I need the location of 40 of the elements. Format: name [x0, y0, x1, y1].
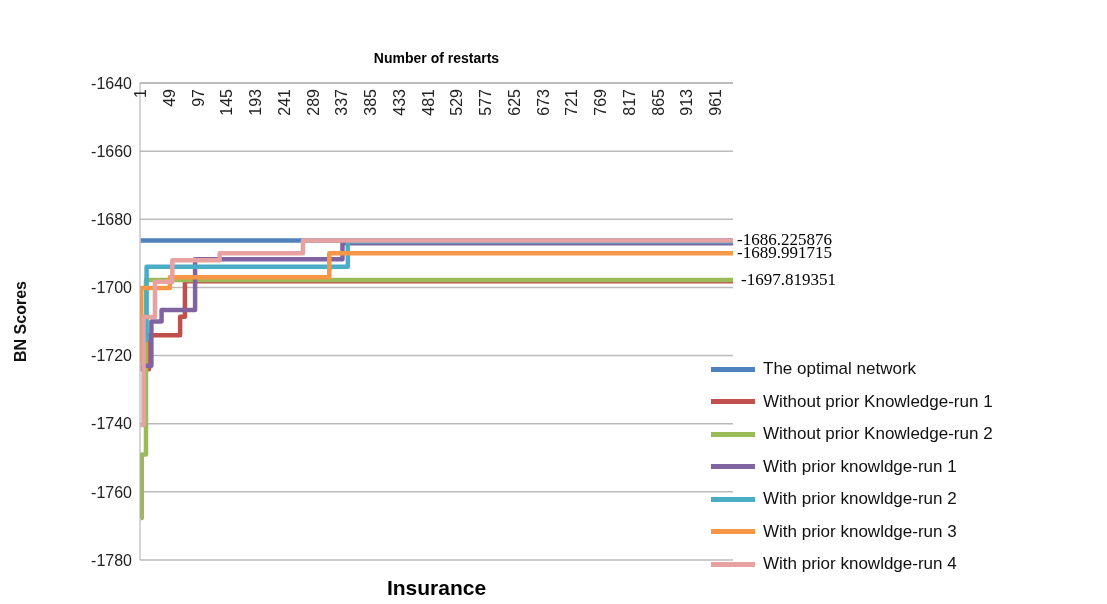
- x-tick-label: 385: [362, 88, 380, 116]
- y-tick-label: -1680: [91, 210, 133, 228]
- x-tick-label: 817: [620, 88, 638, 116]
- x-tick-label: 865: [649, 88, 667, 116]
- text: Insurance: [385, 576, 488, 600]
- text: -1697.819351: [741, 270, 836, 290]
- y-tick-label: -1640: [91, 74, 133, 92]
- legend-label: The optimal network: [763, 359, 917, 380]
- x-tick-label: 625: [505, 88, 523, 116]
- x-tick-label: 961: [707, 88, 725, 116]
- y-tick-label: -1780: [91, 551, 133, 569]
- x-tick-label: 529: [448, 88, 466, 116]
- legend-label: With prior knowldge-run 2: [763, 489, 957, 510]
- y-tick-label: -1700: [91, 279, 133, 297]
- x-tick-label: 913: [678, 88, 696, 116]
- legend-label: Without prior Knowledge-run 2: [763, 424, 993, 445]
- x-tick-label: 49: [160, 88, 178, 107]
- x-tick-label: 481: [419, 88, 437, 116]
- y-tick-label: -1760: [91, 483, 133, 501]
- x-tick-label: 145: [218, 88, 236, 116]
- legend-label: With prior knowldge-run 3: [763, 521, 957, 542]
- x-tick-label: 97: [189, 88, 207, 107]
- y-tick-label: -1660: [91, 142, 133, 160]
- x-tick-label: 721: [563, 88, 581, 116]
- legend-label: With prior knowldge-run 1: [763, 456, 957, 477]
- x-tick-label: 241: [275, 88, 293, 116]
- x-tick-label: 1: [132, 88, 150, 98]
- x-tick-label: 433: [390, 88, 408, 116]
- x-tick-label: 769: [592, 88, 610, 116]
- y-tick-label: -1740: [91, 415, 133, 433]
- x-tick-label: 337: [333, 88, 351, 116]
- legend-label: Without prior Knowledge-run 1: [763, 391, 993, 412]
- y-axis-title: BN Scores: [11, 280, 29, 362]
- legend-label: With prior knowldge-run 4: [763, 554, 957, 575]
- x-tick-label: 289: [304, 88, 322, 116]
- x-tick-label: 193: [247, 88, 265, 116]
- y-tick-label: -1720: [91, 347, 133, 365]
- x-tick-label: 577: [477, 88, 495, 116]
- x-tick-label: 673: [534, 88, 552, 116]
- x-axis-title: Number of restarts: [372, 50, 501, 66]
